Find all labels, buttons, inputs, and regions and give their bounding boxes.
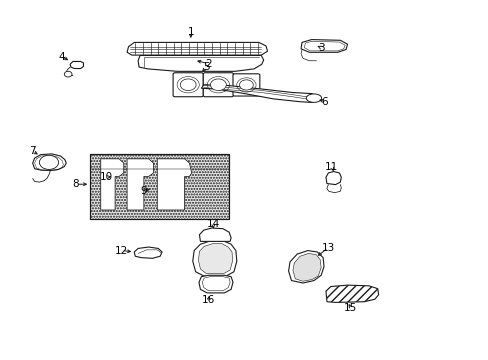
Polygon shape [157, 159, 191, 210]
Polygon shape [201, 85, 316, 102]
Polygon shape [325, 285, 378, 302]
Circle shape [180, 79, 196, 91]
Polygon shape [101, 159, 123, 210]
FancyBboxPatch shape [173, 73, 203, 97]
Text: 1: 1 [187, 27, 194, 37]
Text: 10: 10 [100, 172, 113, 182]
Polygon shape [288, 251, 324, 283]
Polygon shape [90, 154, 229, 219]
Polygon shape [138, 55, 263, 71]
Polygon shape [301, 40, 347, 52]
Text: 4: 4 [58, 51, 64, 62]
Polygon shape [192, 241, 236, 276]
Text: 15: 15 [344, 303, 357, 313]
FancyBboxPatch shape [232, 74, 259, 96]
FancyBboxPatch shape [203, 73, 233, 97]
Polygon shape [325, 171, 341, 185]
Polygon shape [70, 62, 83, 68]
Polygon shape [134, 247, 162, 258]
Text: 3: 3 [317, 43, 324, 53]
Polygon shape [304, 41, 345, 51]
Text: 11: 11 [325, 162, 338, 172]
Polygon shape [199, 228, 231, 242]
Polygon shape [127, 42, 267, 55]
Polygon shape [199, 275, 232, 293]
Polygon shape [292, 253, 321, 281]
Text: 5: 5 [203, 62, 209, 72]
Text: 12: 12 [115, 246, 128, 256]
Polygon shape [127, 159, 153, 210]
Circle shape [239, 80, 253, 90]
Text: 6: 6 [321, 97, 327, 107]
Text: 9: 9 [140, 186, 147, 196]
Polygon shape [202, 277, 230, 291]
Circle shape [64, 71, 72, 77]
Text: 14: 14 [206, 219, 220, 229]
Circle shape [40, 155, 59, 170]
Polygon shape [33, 154, 66, 171]
Text: 7: 7 [29, 146, 36, 156]
Text: 2: 2 [204, 59, 211, 68]
Text: 13: 13 [321, 243, 334, 253]
Polygon shape [198, 243, 232, 274]
Ellipse shape [305, 94, 321, 102]
Circle shape [210, 79, 226, 91]
Text: 8: 8 [72, 179, 79, 189]
Text: 16: 16 [202, 295, 215, 305]
